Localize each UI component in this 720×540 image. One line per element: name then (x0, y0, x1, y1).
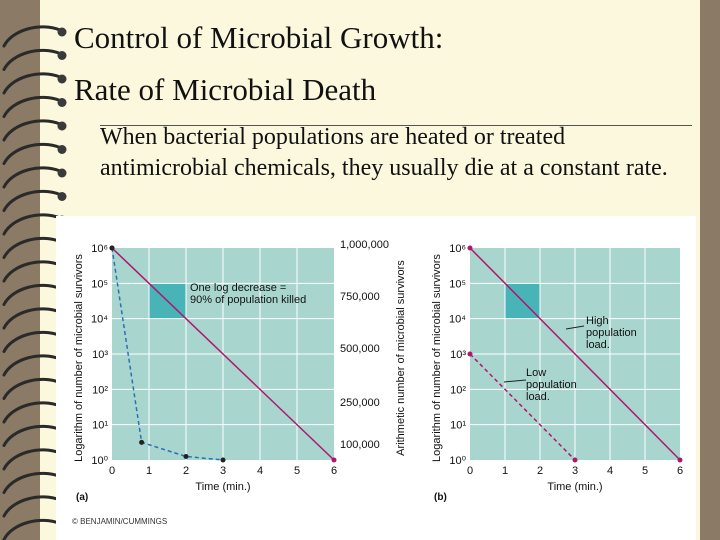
panel-b-x-tick-label: 3 (572, 465, 578, 477)
panel-a-y-tick-label: 10⁴ (91, 314, 108, 326)
panel-a-y-tick-label: 10⁰ (91, 455, 108, 467)
panel-b-y-tick-label: 10² (450, 384, 466, 396)
panel-a-x-tick-label: 4 (257, 465, 263, 477)
panel-a-panel-label: (a) (76, 492, 88, 503)
panel-b-panel-label: (b) (434, 492, 447, 503)
panel-b-series-line-2 (469, 353, 576, 461)
panel-a-series-line-1 (111, 247, 335, 461)
panel-a-x-tick-label: 6 (331, 465, 337, 477)
spiral-ring (2, 48, 67, 71)
panel-b-y-tick-label: 10⁰ (449, 455, 466, 467)
panel-b-x-tick-label: 2 (537, 465, 543, 477)
panel-a-data-point (139, 439, 145, 445)
panel-a-y-tick-label: 10² (92, 384, 108, 396)
panel-b-y-tick-label: 10⁴ (449, 314, 466, 326)
panel-b-x-axis-label: Time (min.) (547, 481, 602, 493)
panel-b-x-tick-label: 1 (502, 465, 508, 477)
panel-b-series-line-1 (469, 247, 681, 461)
panel-b-data-point (572, 457, 578, 463)
panel-a-x-tick-label: 1 (146, 465, 152, 477)
panel-a-data-point (331, 457, 337, 463)
panel-a-series-line-2 (111, 247, 224, 461)
body-text: When bacterial populations are heated or… (100, 124, 668, 181)
panel-b-data-point (467, 351, 473, 357)
panel-a-x-tick-label: 0 (109, 465, 115, 477)
panel-a-y-tick-label: 10⁵ (91, 278, 108, 290)
panel-a-y-axis-label: Logarithm of number of microbial survivo… (73, 254, 85, 462)
spiral-ring (2, 166, 67, 189)
spiral-ring (2, 95, 67, 118)
panel-a-x-axis-label: Time (min.) (195, 481, 250, 493)
panel-b-y-tick-label: 10³ (450, 349, 466, 361)
panel-b-low-load-leader (503, 379, 527, 383)
panel-a-y-tick-label: 10³ (92, 349, 108, 361)
panel-a-right-tick-label: 1,000,000 (340, 239, 389, 251)
panel-a-x-tick-label: 5 (294, 465, 300, 477)
panel-b-data-point (677, 457, 683, 463)
figure-credit: © BENJAMIN/CUMMINGS (72, 517, 167, 526)
spiral-ring (2, 142, 67, 165)
title-line-2: Rate of Microbial Death (74, 72, 377, 107)
panel-a-right-tick-label: 750,000 (340, 291, 380, 303)
figure: 0 1 2 3 4 5 6 10⁰ 10¹ 10² 10³ 10⁴ 10⁵ 10⁶ Time (min.) L… (56, 216, 696, 540)
panel-a-data-point (109, 245, 115, 251)
panel-a-x-tick-label: 2 (183, 465, 189, 477)
figure-svg: 0 1 2 3 4 5 6 10⁰ 10¹ 10² 10³ 10⁴ 10⁵ 10⁶ Time (min.) L… (72, 239, 683, 526)
panel-b-low-load-label: Low population load. (526, 367, 577, 403)
panel-b-data-point (467, 245, 473, 251)
panel-b-x-tick-label: 5 (642, 465, 648, 477)
panel-b-high-load-label: High population load. (586, 315, 637, 351)
spiral-ring (2, 25, 67, 48)
panel-b-y-axis-label: Logarithm of number of microbial survivo… (431, 254, 443, 462)
panel-a-data-point (220, 457, 226, 463)
panel-a-y-tick-label: 10⁶ (91, 243, 108, 255)
spiral-ring (2, 189, 67, 212)
panel-a-right-tick-label: 100,000 (340, 439, 380, 451)
panel-a-data-point (183, 453, 189, 459)
panel-b-y-tick-label: 10¹ (450, 420, 466, 432)
panel-a-y-tick-label: 10¹ (92, 420, 108, 432)
panel-a-right-tick-label: 500,000 (340, 343, 380, 355)
panel-a-annotation: One log decrease = 90% of population kill… (190, 282, 306, 306)
panel-a-right-axis-label: Arithmetic number of microbial survivors (395, 260, 407, 456)
panel-a-right-tick-label: 250,000 (340, 397, 380, 409)
spiral-ring (2, 72, 67, 95)
spiral-ring (2, 119, 67, 142)
panel-b-y-tick-label: 10⁵ (449, 278, 466, 290)
title-divider (100, 125, 692, 126)
panel-a-x-tick-label: 3 (220, 465, 226, 477)
panel-b-x-tick-label: 6 (677, 465, 683, 477)
title-line-1: Control of Microbial Growth: (74, 20, 444, 55)
panel-b-x-tick-label: 0 (467, 465, 473, 477)
panel-b-x-tick-label: 4 (607, 465, 613, 477)
panel-b-high-load-leader (565, 325, 585, 330)
panel-b-y-tick-label: 10⁶ (449, 243, 466, 255)
